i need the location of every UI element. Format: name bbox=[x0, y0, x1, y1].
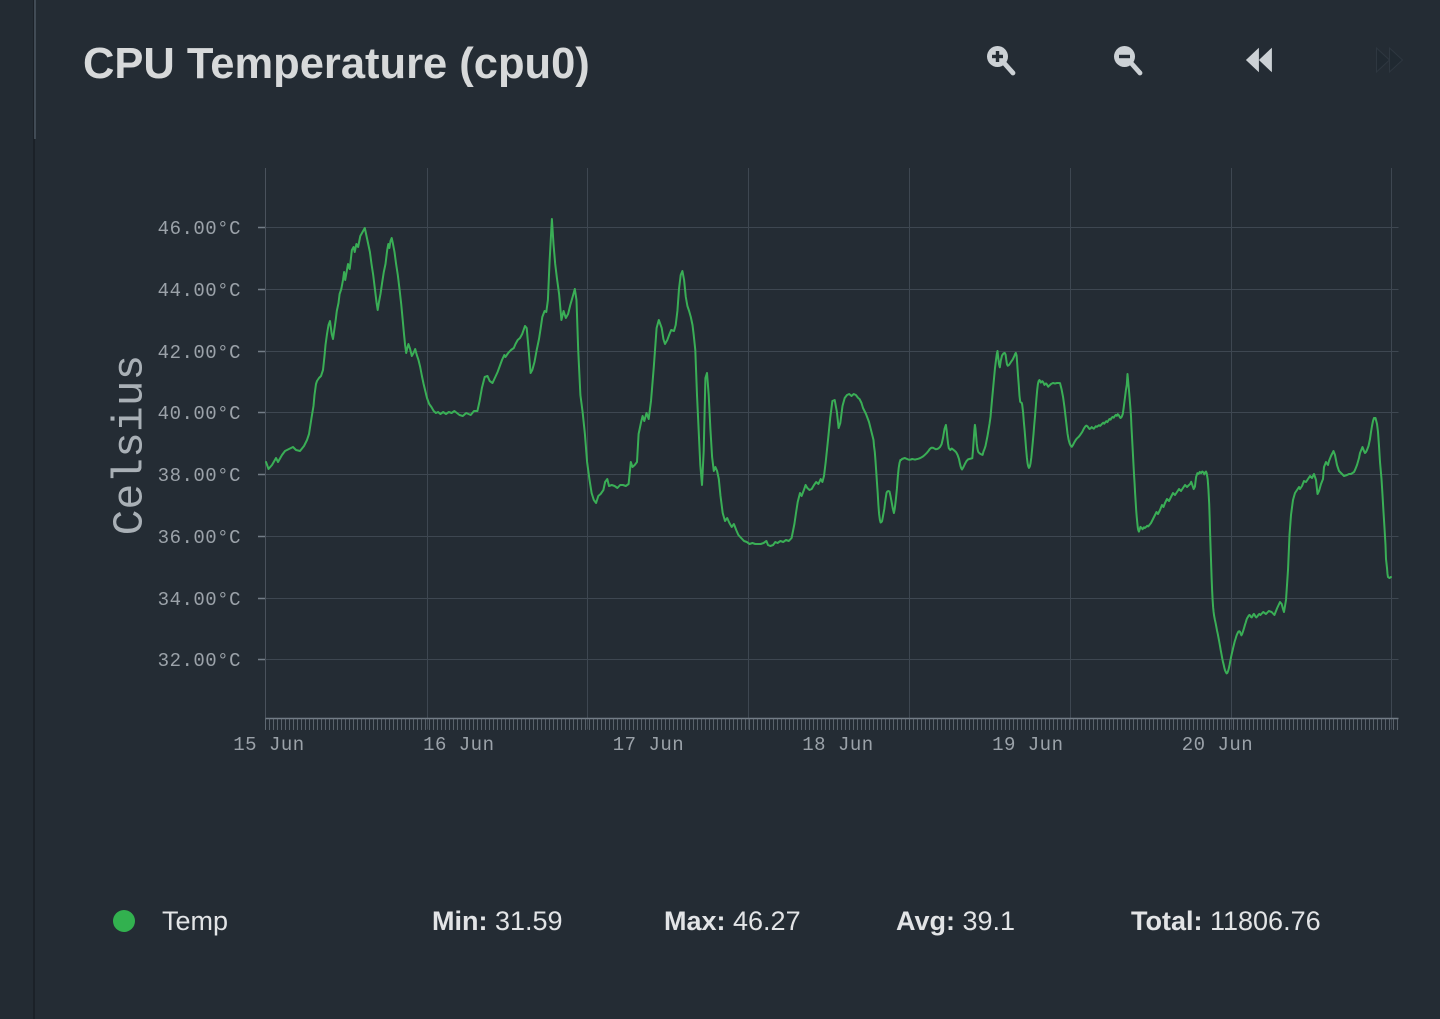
svg-text:18 Jun: 18 Jun bbox=[802, 734, 873, 756]
svg-text:42.00°C: 42.00°C bbox=[158, 342, 241, 364]
svg-text:46.00°C: 46.00°C bbox=[158, 218, 241, 240]
svg-text:16 Jun: 16 Jun bbox=[423, 734, 494, 756]
svg-text:34.00°C: 34.00°C bbox=[158, 589, 241, 611]
svg-text:38.00°C: 38.00°C bbox=[158, 465, 241, 487]
svg-text:20 Jun: 20 Jun bbox=[1182, 734, 1253, 756]
svg-text:17 Jun: 17 Jun bbox=[613, 734, 684, 756]
svg-text:Celsius: Celsius bbox=[106, 355, 155, 536]
svg-text:19 Jun: 19 Jun bbox=[992, 734, 1063, 756]
svg-text:32.00°C: 32.00°C bbox=[158, 650, 241, 672]
svg-text:15 Jun: 15 Jun bbox=[233, 734, 304, 756]
svg-text:44.00°C: 44.00°C bbox=[158, 280, 241, 302]
svg-text:36.00°C: 36.00°C bbox=[158, 527, 241, 549]
svg-text:40.00°C: 40.00°C bbox=[158, 403, 241, 425]
